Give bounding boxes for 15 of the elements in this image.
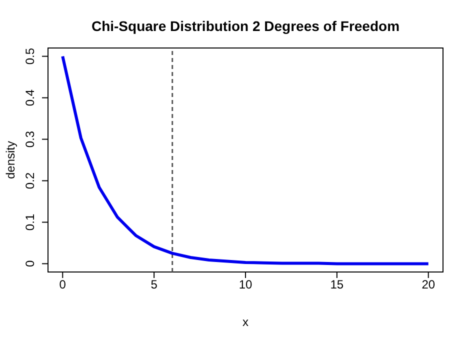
y-tick-label: 0.2 — [23, 172, 37, 190]
y-tick-label: 0.1 — [23, 214, 37, 231]
x-tick-label: 0 — [59, 278, 66, 292]
x-tick-label: 5 — [150, 278, 158, 292]
x-tick-label: 20 — [422, 278, 436, 292]
y-tick-label: 0.5 — [23, 48, 37, 65]
x-axis-title: x — [242, 315, 248, 329]
y-tick-label: 0 — [23, 260, 37, 268]
chart-title: Chi-Square Distribution 2 Degrees of Freedom — [90, 18, 401, 34]
y-tick-label: 0.4 — [23, 89, 37, 106]
y-tick-label: 0.3 — [23, 130, 37, 148]
x-tick-label: 15 — [330, 278, 344, 292]
y-axis-title: density — [3, 140, 18, 180]
x-tick-label: 10 — [238, 278, 252, 292]
line-series — [61, 54, 430, 266]
